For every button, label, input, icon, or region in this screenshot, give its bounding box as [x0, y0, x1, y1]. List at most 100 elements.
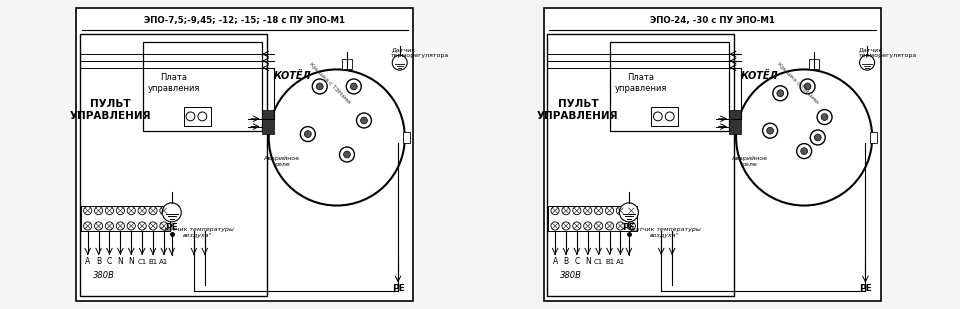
Text: N: N: [117, 257, 123, 266]
Text: Датчик
терморегулятора: Датчик терморегулятора: [391, 47, 449, 58]
Circle shape: [340, 147, 354, 162]
Text: РЕ: РЕ: [859, 284, 872, 294]
Circle shape: [616, 222, 625, 230]
Circle shape: [127, 222, 135, 230]
Text: КОТЁЛ: КОТЁЛ: [274, 71, 311, 81]
Text: РЕ: РЕ: [622, 223, 636, 232]
Text: A1: A1: [159, 259, 169, 265]
Text: Крышка с ТЭНами: Крышка с ТЭНами: [308, 61, 351, 105]
Text: 380В: 380В: [561, 271, 583, 280]
Text: C: C: [107, 257, 112, 266]
Text: C1: C1: [594, 259, 603, 265]
Bar: [809, 59, 820, 70]
Text: ПУЛЬТ
УПРАВЛЕНИЯ: ПУЛЬТ УПРАВЛЕНИЯ: [70, 99, 152, 121]
Text: A: A: [85, 257, 90, 266]
Text: B1: B1: [605, 259, 614, 265]
Circle shape: [344, 151, 350, 158]
Bar: [730, 110, 741, 134]
Text: РЕ: РЕ: [165, 223, 179, 232]
Circle shape: [584, 206, 591, 215]
Circle shape: [116, 206, 125, 215]
Bar: [403, 132, 410, 142]
Text: ПУЛЬТ
УПРАВЛЕНИЯ: ПУЛЬТ УПРАВЛЕНИЯ: [537, 99, 618, 121]
Bar: [342, 59, 352, 70]
Circle shape: [393, 55, 407, 70]
Circle shape: [304, 131, 311, 138]
Circle shape: [810, 130, 826, 145]
Bar: [143, 42, 262, 131]
Circle shape: [116, 222, 125, 230]
Text: "датчик температуры
воздуха": "датчик температуры воздуха": [628, 227, 701, 238]
Circle shape: [773, 86, 788, 101]
Text: Аварийное
реле: Аварийное реле: [732, 156, 768, 167]
Circle shape: [551, 222, 559, 230]
Circle shape: [800, 79, 815, 94]
Text: Аварийное
реле: Аварийное реле: [264, 156, 300, 167]
Circle shape: [594, 206, 603, 215]
Circle shape: [149, 222, 157, 230]
Text: 380В: 380В: [93, 271, 115, 280]
Circle shape: [619, 203, 638, 222]
Text: A1: A1: [615, 259, 625, 265]
Circle shape: [127, 206, 135, 215]
Circle shape: [817, 110, 832, 125]
Circle shape: [551, 206, 559, 215]
Circle shape: [84, 206, 92, 215]
Circle shape: [84, 222, 92, 230]
Circle shape: [186, 112, 195, 121]
Bar: [871, 132, 877, 142]
Circle shape: [627, 206, 636, 215]
Circle shape: [665, 112, 674, 121]
Text: ЭПО-24, -30 с ПУ ЭПО-М1: ЭПО-24, -30 с ПУ ЭПО-М1: [650, 15, 775, 25]
Circle shape: [149, 206, 157, 215]
Text: A: A: [552, 257, 558, 266]
Circle shape: [159, 206, 168, 215]
Bar: [651, 107, 679, 125]
Circle shape: [138, 222, 146, 230]
Text: C1: C1: [137, 259, 147, 265]
Circle shape: [356, 113, 372, 128]
Text: Плата
управления: Плата управления: [147, 73, 200, 93]
Circle shape: [573, 222, 581, 230]
Circle shape: [606, 222, 613, 230]
Circle shape: [762, 123, 778, 138]
Text: КОТЁЛ: КОТЁЛ: [741, 71, 779, 81]
Bar: [611, 42, 730, 131]
Circle shape: [198, 112, 206, 121]
Circle shape: [573, 206, 581, 215]
Circle shape: [562, 222, 570, 230]
Circle shape: [269, 70, 405, 205]
Bar: [547, 34, 734, 296]
Bar: [548, 205, 637, 231]
Circle shape: [616, 206, 625, 215]
Circle shape: [606, 206, 613, 215]
Bar: [183, 107, 211, 125]
Circle shape: [159, 222, 168, 230]
Circle shape: [106, 222, 113, 230]
Circle shape: [736, 70, 873, 205]
Bar: [80, 34, 267, 296]
Text: B: B: [564, 257, 568, 266]
Circle shape: [654, 112, 662, 121]
Circle shape: [138, 206, 146, 215]
Bar: [81, 205, 170, 231]
Text: Плата
управления: Плата управления: [614, 73, 667, 93]
Circle shape: [94, 222, 103, 230]
Text: РЕ: РЕ: [392, 284, 404, 294]
Circle shape: [106, 206, 113, 215]
Text: Датчик
терморегулятора: Датчик терморегулятора: [858, 47, 917, 58]
Circle shape: [777, 90, 783, 97]
Circle shape: [312, 79, 327, 94]
Circle shape: [804, 83, 811, 90]
Circle shape: [594, 222, 603, 230]
Circle shape: [361, 117, 368, 124]
Text: N: N: [129, 257, 134, 266]
Circle shape: [562, 206, 570, 215]
Circle shape: [814, 134, 821, 141]
Circle shape: [584, 222, 591, 230]
Text: ЭПО-7,5;-9,45; -12; -15; -18 с ПУ ЭПО-М1: ЭПО-7,5;-9,45; -12; -15; -18 с ПУ ЭПО-М1: [144, 15, 346, 25]
Text: "датчик температуры
воздуха": "датчик температуры воздуха": [161, 227, 233, 238]
Text: Крышка с ТЭНами: Крышка с ТЭНами: [776, 61, 819, 105]
Text: C: C: [574, 257, 580, 266]
Circle shape: [821, 114, 828, 121]
